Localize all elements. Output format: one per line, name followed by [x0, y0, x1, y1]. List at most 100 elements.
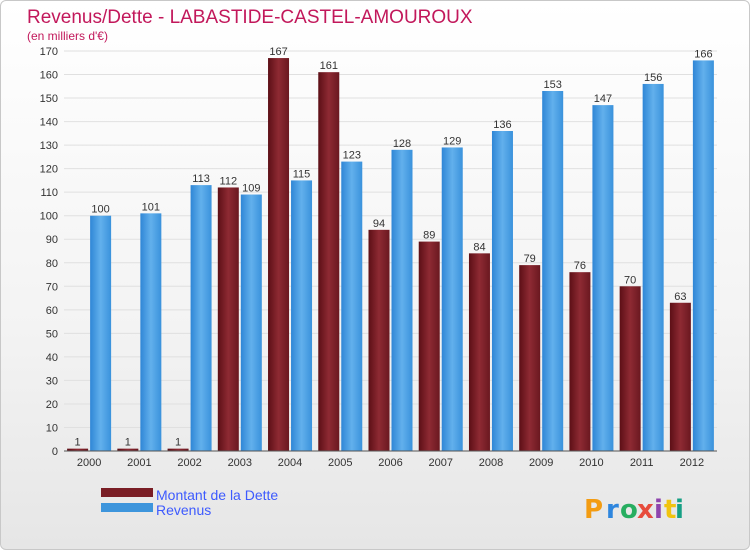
y-tick-label: 60 [46, 305, 58, 317]
data-label: 123 [343, 150, 361, 162]
y-tick-label: 160 [40, 70, 58, 82]
x-tick-label: 2012 [680, 457, 704, 469]
bar-revenus [240, 194, 262, 451]
y-tick-label: 110 [40, 187, 58, 199]
y-tick-label: 50 [46, 328, 58, 340]
logo-letter: P [584, 495, 603, 525]
data-label: 1 [175, 437, 181, 449]
data-label: 79 [524, 253, 536, 265]
bar-revenus [692, 60, 714, 451]
bar-debt [217, 187, 239, 451]
logo-letter: x [637, 495, 654, 525]
data-label: 109 [242, 183, 260, 195]
bar-debt [268, 58, 290, 451]
y-tick-label: 150 [40, 93, 58, 105]
bar-revenus [341, 161, 363, 451]
data-labels: 1 100 1 101 1 113 112 109 167 115 161 123 94 128 89 129… [75, 46, 713, 449]
data-label: 153 [544, 79, 562, 91]
y-tick-label: 120 [40, 164, 58, 176]
grid-lines [64, 50, 717, 452]
data-label: 101 [142, 201, 160, 213]
bar-debt [519, 265, 541, 451]
data-label: 147 [594, 93, 612, 105]
legend-swatch-debt [101, 488, 153, 497]
data-label: 89 [423, 230, 435, 242]
y-tick-label: 90 [46, 234, 58, 246]
y-tick-label: 40 [46, 352, 58, 364]
bar-revenus [441, 147, 463, 451]
x-tick-label: 2010 [579, 457, 603, 469]
data-label: 100 [91, 204, 109, 216]
bar-debt [619, 286, 641, 451]
x-tick-label: 2009 [529, 457, 553, 469]
bar-debt [669, 302, 691, 451]
bar-revenus [642, 83, 664, 452]
y-tick-label: 0 [52, 446, 58, 458]
bar-debt [67, 448, 89, 451]
x-axis-ticks: 2000 2001 2002 2003 2004 2005 2006 2007 2008 2009… [77, 457, 704, 469]
bar-revenus [291, 180, 313, 452]
bar-debt [167, 448, 189, 451]
data-label: 167 [269, 46, 287, 58]
x-tick-label: 2002 [177, 457, 201, 469]
data-label: 166 [694, 48, 712, 60]
x-tick-label: 2006 [378, 457, 402, 469]
y-tick-label: 130 [40, 140, 58, 152]
data-label: 161 [320, 60, 338, 72]
y-tick-label: 70 [46, 281, 58, 293]
logo-letter: o [620, 495, 638, 525]
bar-debt [117, 448, 139, 451]
x-tick-label: 2008 [479, 457, 503, 469]
data-label: 136 [493, 119, 511, 131]
legend-label-debt: Montant de la Dette [156, 487, 278, 503]
y-tick-label: 10 [46, 422, 58, 434]
y-tick-label: 140 [40, 117, 58, 129]
bar-revenus [190, 185, 212, 451]
logo-letter: i [675, 495, 684, 525]
data-label: 112 [220, 175, 238, 187]
y-tick-label: 80 [46, 258, 58, 270]
data-label: 76 [574, 260, 586, 272]
data-label: 1 [75, 437, 81, 449]
x-tick-label: 2007 [428, 457, 452, 469]
data-label: 156 [644, 72, 662, 84]
bar-debt [468, 253, 490, 451]
x-tick-label: 2000 [77, 457, 101, 469]
data-label: 113 [192, 173, 210, 185]
data-label: 63 [674, 291, 686, 303]
x-tick-label: 2004 [278, 457, 302, 469]
data-label: 115 [293, 168, 311, 180]
y-axis-ticks: 0 10 20 30 40 50 60 70 80 90 100 110 120 130 140 150 160… [40, 46, 58, 458]
data-label: 129 [443, 135, 461, 147]
bar-revenus [542, 91, 564, 451]
data-label: 1 [125, 437, 131, 449]
logo-letter: t [664, 495, 676, 525]
y-tick-label: 100 [40, 211, 58, 223]
data-label: 94 [373, 218, 385, 230]
bar-revenus [140, 213, 162, 451]
bar-revenus [90, 215, 112, 451]
chart-subtitle: (en milliers d'€) [27, 29, 108, 43]
legend-swatch-revenus [101, 503, 153, 512]
y-tick-label: 30 [46, 375, 58, 387]
y-tick-label: 20 [46, 399, 58, 411]
bar-debt [418, 241, 440, 451]
logo-letter: r [606, 495, 619, 525]
data-label: 70 [624, 274, 636, 286]
data-label: 128 [393, 138, 411, 150]
chart-title: Revenus/Dette - LABASTIDE-CASTEL-AMOUROU… [27, 7, 473, 28]
legend-label-revenus: Revenus [156, 502, 211, 518]
bar-revenus [491, 131, 513, 451]
y-tick-label: 170 [40, 46, 58, 58]
bar-revenus [391, 149, 413, 451]
bar-revenus [592, 105, 614, 451]
bar-debt [569, 272, 591, 451]
x-tick-label: 2011 [630, 457, 654, 469]
logo-letter: i [654, 495, 663, 525]
bars [67, 58, 714, 452]
x-tick-label: 2005 [328, 457, 352, 469]
x-tick-label: 2003 [228, 457, 252, 469]
